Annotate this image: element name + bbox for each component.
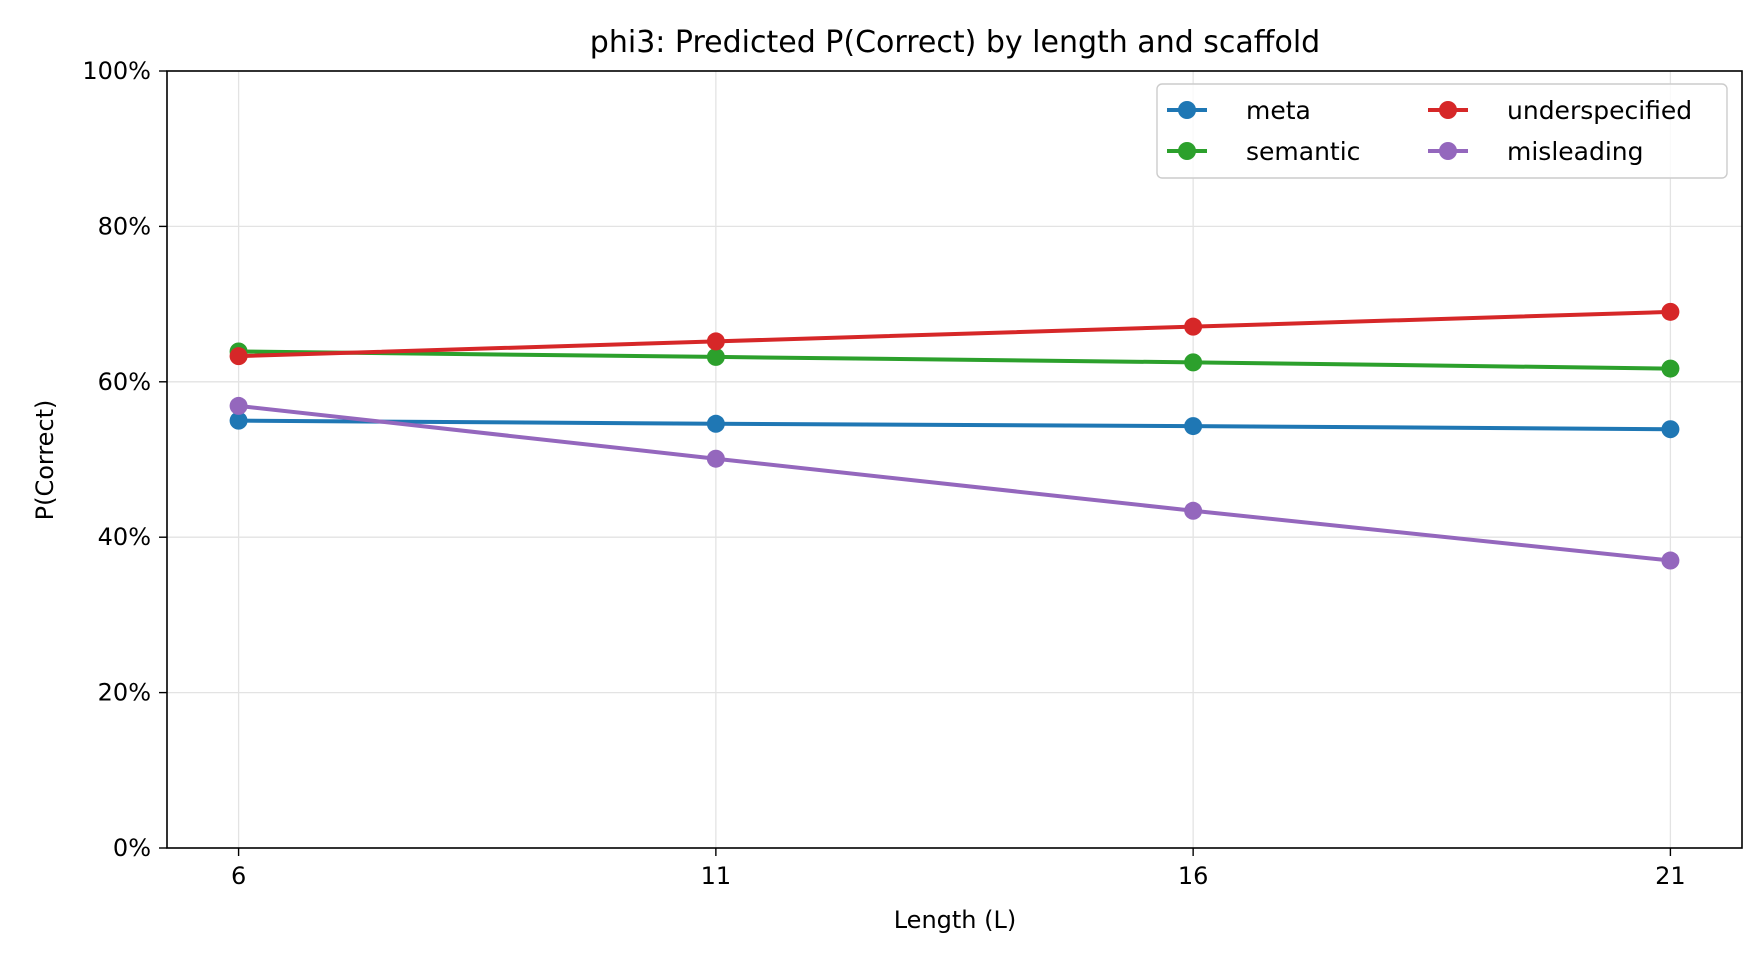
legend-label: underspecified (1507, 96, 1692, 125)
legend-entry-meta: meta (1167, 96, 1311, 125)
legend-swatch-marker (1439, 142, 1457, 160)
x-axis-label: Length (L) (894, 906, 1017, 934)
data-point-underspecified (229, 347, 248, 366)
series-line-semantic (236, 349, 1673, 371)
series-misleading (229, 396, 1680, 570)
chart-title: phi3: Predicted P(Correct) by length and… (590, 25, 1320, 60)
y-tick-label: 0% (113, 834, 151, 862)
data-point-underspecified (1184, 317, 1203, 336)
data-point-misleading (1184, 501, 1203, 520)
legend-swatch-marker (1439, 101, 1457, 119)
y-tick-label: 40% (98, 523, 151, 551)
series-line-underspecified (236, 309, 1673, 359)
legend-label: misleading (1507, 137, 1644, 166)
data-point-underspecified (706, 332, 725, 351)
legend-swatch-marker (1178, 142, 1196, 160)
data-point-misleading (229, 396, 248, 415)
legend: meta semantic underspecified misleading (1156, 83, 1728, 179)
y-tick-label: 80% (98, 212, 151, 240)
x-axis-ticks: 6 11 16 21 (231, 848, 1686, 890)
series-meta (229, 411, 1680, 439)
data-point-misleading (706, 449, 725, 468)
legend-box (1156, 83, 1728, 179)
data-point-meta (1661, 420, 1680, 439)
y-tick-label: 100% (82, 57, 151, 85)
legend-label: meta (1246, 96, 1311, 125)
data-point-meta (1184, 417, 1203, 436)
data-point-underspecified (1661, 302, 1680, 321)
legend-entry-semantic: semantic (1167, 137, 1360, 166)
x-tick-label: 6 (231, 862, 246, 890)
data-point-misleading (1661, 551, 1680, 570)
data-point-meta (706, 414, 725, 433)
legend-label: semantic (1246, 137, 1360, 166)
legend-swatch-marker (1178, 101, 1196, 119)
series-underspecified (229, 302, 1680, 366)
series-line-meta (236, 418, 1673, 432)
x-tick-label: 16 (1178, 862, 1209, 890)
data-point-semantic (706, 347, 725, 366)
legend-entry-underspecified: underspecified (1428, 96, 1692, 125)
x-tick-label: 11 (701, 862, 732, 890)
data-point-semantic (1184, 353, 1203, 372)
legend-entry-misleading: misleading (1428, 137, 1644, 166)
y-tick-label: 60% (98, 368, 151, 396)
x-tick-label: 21 (1655, 862, 1686, 890)
series-layer (229, 302, 1680, 570)
y-axis-label: P(Correct) (31, 400, 59, 521)
y-tick-label: 20% (98, 679, 151, 707)
data-point-meta (229, 411, 248, 430)
data-point-semantic (1661, 359, 1680, 378)
y-axis-ticks: 0% 20% 40% 60% 80% 100% (82, 57, 167, 862)
series-line-misleading (236, 403, 1673, 563)
plot-frame (166, 70, 1743, 849)
